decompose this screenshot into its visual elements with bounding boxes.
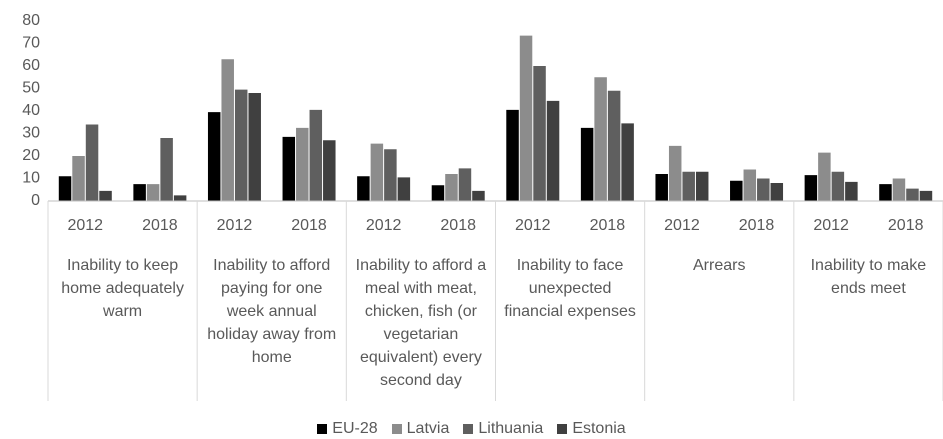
legend-item: Estonia bbox=[557, 420, 626, 438]
bar bbox=[370, 143, 384, 201]
bar bbox=[892, 178, 906, 201]
legend-swatch bbox=[557, 424, 568, 434]
legend-label: EU-28 bbox=[332, 420, 378, 437]
x-tick-label: 2018 bbox=[888, 217, 924, 234]
legend-label: Latvia bbox=[406, 420, 450, 437]
bar bbox=[906, 188, 919, 201]
bar bbox=[770, 183, 784, 201]
x-tick-label: 2018 bbox=[739, 217, 775, 234]
bar bbox=[831, 171, 845, 201]
bar bbox=[594, 77, 607, 201]
bar bbox=[397, 177, 411, 201]
x-tick-label: 2018 bbox=[590, 217, 626, 234]
bar bbox=[431, 185, 445, 201]
bar bbox=[72, 156, 85, 201]
group-label: Arrears bbox=[693, 257, 746, 274]
bar bbox=[357, 176, 370, 201]
bar bbox=[58, 176, 72, 201]
bar bbox=[730, 180, 743, 201]
bar bbox=[804, 175, 818, 201]
bar bbox=[655, 174, 668, 201]
bar bbox=[879, 184, 892, 201]
x-tick-label: 2018 bbox=[440, 217, 476, 234]
bar bbox=[323, 140, 336, 201]
bar bbox=[818, 152, 831, 201]
bar bbox=[248, 93, 261, 201]
bar bbox=[506, 109, 519, 201]
bar bbox=[607, 90, 621, 201]
x-tick-label: 2012 bbox=[217, 217, 253, 234]
legend-item: Lithuania bbox=[463, 420, 543, 438]
x-tick-label: 2012 bbox=[366, 217, 402, 234]
y-tick-label: 50 bbox=[22, 80, 40, 97]
bar bbox=[99, 190, 112, 201]
legend-swatch bbox=[391, 424, 402, 434]
bar bbox=[546, 100, 560, 201]
bar bbox=[173, 195, 187, 201]
y-tick-label: 80 bbox=[22, 12, 40, 29]
group-label: Inability to afford a meal with meat, ch… bbox=[355, 257, 487, 389]
y-tick-label: 30 bbox=[22, 125, 40, 142]
y-tick-label: 0 bbox=[31, 192, 40, 209]
bar bbox=[682, 171, 695, 201]
bar bbox=[668, 145, 682, 201]
group-label: Inability to keep home adequately warm bbox=[61, 257, 184, 320]
bar bbox=[207, 112, 221, 201]
bar bbox=[743, 169, 757, 201]
bar bbox=[533, 66, 546, 201]
x-tick-label: 2012 bbox=[813, 217, 849, 234]
bar bbox=[160, 138, 173, 201]
y-tick-label: 40 bbox=[22, 102, 40, 119]
y-tick-label: 70 bbox=[22, 35, 40, 52]
bar bbox=[472, 190, 485, 201]
bar bbox=[458, 168, 472, 201]
group-label: Inability to face unexpected financial e… bbox=[504, 257, 636, 320]
bar bbox=[133, 184, 146, 201]
legend-item: Latvia bbox=[391, 420, 450, 438]
bar bbox=[695, 171, 709, 201]
bar bbox=[519, 35, 533, 201]
bar bbox=[309, 109, 323, 201]
y-tick-label: 60 bbox=[22, 57, 40, 74]
x-tick-label: 2012 bbox=[664, 217, 700, 234]
legend-label: Estonia bbox=[572, 420, 626, 437]
legend-swatch bbox=[463, 424, 474, 434]
x-tick-label: 2012 bbox=[515, 217, 551, 234]
x-tick-label: 2012 bbox=[67, 217, 103, 234]
bar bbox=[146, 184, 160, 201]
bar bbox=[85, 124, 99, 201]
y-tick-label: 20 bbox=[22, 147, 40, 164]
bar bbox=[296, 127, 309, 201]
bar bbox=[234, 89, 248, 201]
bar bbox=[757, 178, 770, 201]
x-tick-label: 2018 bbox=[142, 217, 178, 234]
bar bbox=[282, 136, 296, 201]
bar bbox=[621, 123, 634, 201]
bar bbox=[221, 59, 234, 201]
bar bbox=[384, 149, 397, 201]
x-tick-label: 2018 bbox=[291, 217, 327, 234]
legend: EU-28 Latvia Lithuania Estonia bbox=[0, 420, 943, 438]
legend-swatch bbox=[317, 424, 328, 434]
legend-label: Lithuania bbox=[478, 420, 544, 437]
group-label: Inability to make ends meet bbox=[810, 257, 927, 297]
bar bbox=[919, 190, 933, 201]
bar bbox=[445, 174, 458, 201]
y-tick-label: 10 bbox=[22, 170, 40, 187]
legend-item: EU-28 bbox=[317, 420, 378, 438]
bar bbox=[580, 127, 594, 201]
bar bbox=[845, 181, 858, 201]
group-label: Inability to afford paying for one week … bbox=[207, 257, 337, 366]
